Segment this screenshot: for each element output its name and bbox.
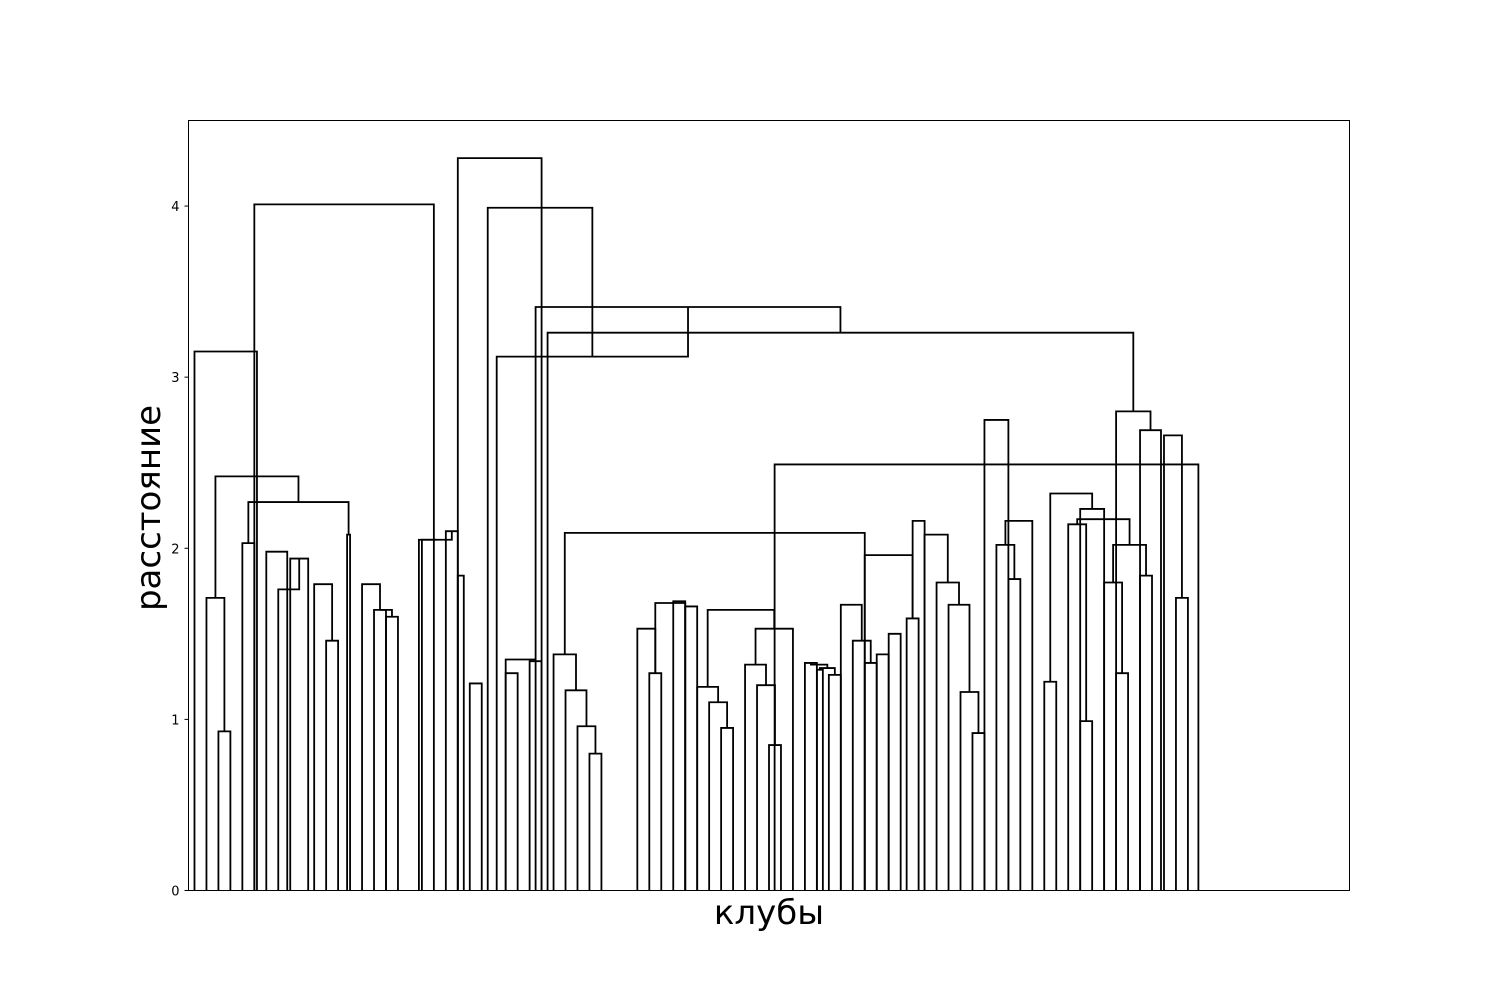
- dendrogram-link: [361, 583, 381, 891]
- y-tick-label: 2: [171, 542, 179, 557]
- dendrogram-link: [313, 583, 334, 891]
- dendrogram-link: [504, 658, 537, 891]
- dendrogram-link: [827, 674, 842, 891]
- dendrogram-link: [1163, 434, 1183, 891]
- dendrogram-link: [1115, 672, 1129, 891]
- dendrogram-link: [1103, 581, 1123, 891]
- dendrogram-link: [576, 725, 597, 891]
- dendrogram-link: [289, 557, 310, 891]
- dendrogram-link: [636, 627, 657, 891]
- dendrogram-link: [863, 662, 878, 891]
- dendrogram-link: [1139, 574, 1153, 891]
- dendrogram-link: [744, 663, 767, 891]
- dendrogram-link: [706, 608, 776, 687]
- dendrogram-link: [923, 533, 949, 891]
- dendrogram-link: [504, 672, 519, 891]
- dendrogram-links: [193, 157, 1200, 891]
- dendrogram-link: [654, 602, 687, 891]
- dendrogram-link: [1112, 543, 1147, 583]
- dendrogram-link: [851, 639, 872, 891]
- dendrogram-link: [905, 617, 920, 891]
- dendrogram-link: [552, 653, 577, 891]
- dendrogram-link: [1004, 520, 1034, 891]
- dendrogram-link: [684, 605, 699, 891]
- dendrogram-link: [720, 727, 734, 891]
- y-axis-label: расстояние: [129, 405, 169, 611]
- dendrogram-link: [534, 306, 842, 662]
- dendrogram-link: [205, 597, 226, 891]
- dendrogram-link: [247, 501, 350, 544]
- dendrogram-link: [947, 603, 971, 891]
- dendrogram-link: [277, 558, 301, 891]
- y-axis: 0 1 2 3 4: [171, 200, 189, 900]
- dendrogram-link: [241, 542, 256, 891]
- dendrogram-link: [648, 672, 663, 891]
- dendrogram-link: [773, 463, 1200, 891]
- dendrogram-link: [420, 531, 453, 891]
- dendrogram-link: [818, 667, 836, 675]
- dendrogram-link: [346, 533, 351, 891]
- dendrogram-link: [456, 157, 543, 891]
- dendrogram-link: [373, 608, 387, 891]
- dendrogram-link: [325, 639, 340, 891]
- x-axis-label: клубы: [714, 893, 824, 933]
- dendrogram-link: [809, 662, 829, 669]
- dendrogram-link: [1079, 720, 1094, 891]
- dendrogram-link: [1007, 578, 1022, 891]
- dendrogram-link: [1043, 680, 1058, 891]
- y-tick-label: 3: [171, 371, 179, 386]
- dendrogram-link: [217, 730, 232, 891]
- dendrogram-link: [380, 608, 393, 617]
- dendrogram-link: [1049, 492, 1094, 682]
- dendrogram-link: [815, 668, 824, 891]
- dendrogram-link: [995, 543, 1016, 891]
- dendrogram-link: [564, 689, 588, 891]
- dendrogram-link: [887, 632, 902, 891]
- dendrogram-link: [546, 331, 1135, 891]
- dendrogram-link: [1175, 597, 1189, 891]
- y-tick-label: 0: [171, 885, 179, 900]
- dendrogram-link: [804, 662, 818, 891]
- dendrogram-link: [444, 530, 459, 891]
- dendrogram-link: [265, 550, 289, 891]
- dendrogram-link: [971, 732, 986, 891]
- dendrogram-link: [385, 615, 399, 891]
- dendrogram-link: [1139, 429, 1162, 891]
- y-tick-label: 4: [171, 200, 179, 215]
- dendrogram-link: [468, 682, 483, 891]
- dendrogram-link: [672, 600, 687, 891]
- dendrogram-link: [708, 701, 729, 891]
- dendrogram-link: [959, 691, 980, 891]
- y-tick-label: 1: [171, 713, 179, 728]
- dendrogram-link: [588, 752, 603, 891]
- dendrogram-link: [875, 653, 890, 891]
- dendrogram-link: [495, 307, 689, 891]
- dendrogram-link: [486, 206, 594, 891]
- dendrogram-link: [563, 531, 866, 891]
- dendrogram-link: [193, 350, 258, 891]
- dendrogram-link: [253, 203, 435, 891]
- dendrogram-link: [983, 419, 1010, 891]
- dendrogram-link: [696, 685, 720, 891]
- dendrogram-link: [1115, 410, 1152, 891]
- dendrogram-link: [1067, 523, 1088, 891]
- dendrogram-link: [839, 603, 863, 891]
- dendrogram-link: [756, 684, 776, 891]
- dendrogram-link: [418, 538, 437, 891]
